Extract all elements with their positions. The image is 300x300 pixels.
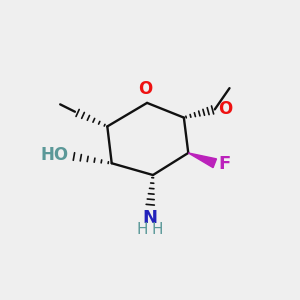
Polygon shape — [188, 153, 217, 168]
Text: N: N — [142, 209, 158, 227]
Text: O: O — [218, 100, 233, 118]
Text: HO: HO — [41, 146, 69, 164]
Text: F: F — [219, 155, 231, 173]
Text: H: H — [137, 222, 148, 237]
Text: H: H — [152, 222, 163, 237]
Text: O: O — [139, 80, 153, 98]
